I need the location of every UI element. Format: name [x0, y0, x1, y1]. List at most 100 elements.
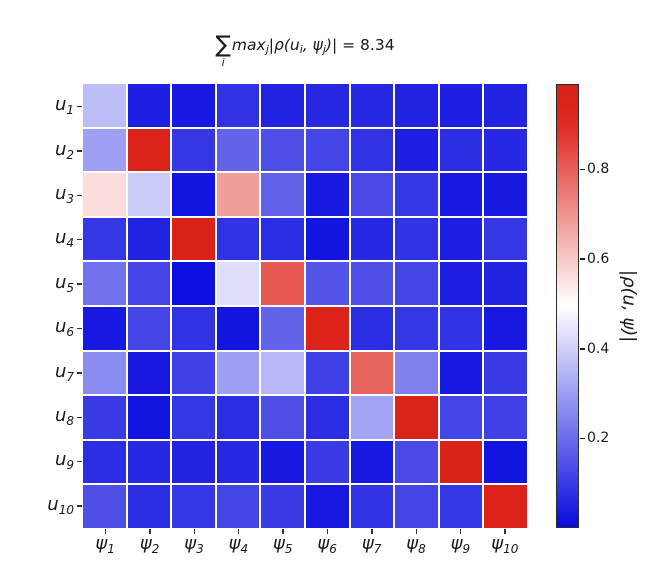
heatmap-cell [127, 396, 171, 439]
row-label: u2 [54, 138, 74, 162]
col-label: ψ2 [139, 533, 160, 557]
heatmap-cell [216, 173, 260, 216]
heatmap-cell [484, 485, 527, 528]
heatmap-cell [395, 217, 438, 261]
heatmap-cell [484, 351, 527, 395]
x-axis-tick [104, 529, 107, 534]
heatmap-cell [350, 351, 394, 395]
heatmap-cell [261, 485, 304, 528]
sigma-symbol: ∑ [215, 32, 231, 58]
title-max: max [231, 35, 266, 54]
heatmap-cell [216, 128, 260, 172]
row-label: u8 [54, 405, 74, 429]
heatmap-cell [305, 351, 349, 395]
heatmap [83, 84, 527, 528]
heatmap-cell [395, 485, 438, 528]
colorbar-tick-label: 0.8 [587, 161, 610, 178]
row-label: u7 [54, 360, 74, 384]
heatmap-cell [261, 173, 304, 216]
x-axis-tick [415, 529, 417, 534]
heatmap-cell [395, 306, 438, 350]
heatmap-cell [350, 262, 394, 305]
heatmap-cell [305, 84, 349, 127]
heatmap-cell [305, 217, 349, 261]
heatmap-cell [83, 128, 126, 172]
row-label: u10 [47, 493, 74, 517]
col-label: ψ7 [361, 533, 382, 557]
heatmap-cell [484, 396, 527, 439]
heatmap-cell [216, 262, 260, 305]
y-axis-tick [77, 283, 82, 285]
heatmap-cell [172, 351, 215, 395]
x-axis-tick [459, 529, 462, 534]
heatmap-cell [261, 396, 304, 439]
heatmap-cell [216, 485, 260, 528]
colorbar-tick-label: 0.2 [587, 430, 610, 447]
colorbar [556, 84, 579, 528]
heatmap-cell [172, 396, 215, 439]
heatmap-cell [127, 84, 171, 127]
heatmap-cell [484, 440, 527, 484]
title-u-subscript: i [299, 42, 303, 56]
y-axis-tick [77, 372, 82, 374]
heatmap-cell [172, 306, 215, 350]
x-axis-tick [282, 529, 284, 534]
row-label: u6 [54, 316, 74, 340]
heatmap-cell [305, 306, 349, 350]
heatmap-cell [395, 84, 438, 127]
heatmap-cell [350, 306, 394, 350]
heatmap-cell [484, 173, 527, 216]
heatmap-cell [261, 262, 304, 305]
heatmap-cell [83, 217, 126, 261]
heatmap-cell [172, 84, 215, 127]
title-close: )| [325, 35, 338, 54]
heatmap-cell [439, 84, 483, 127]
heatmap-cell [305, 485, 349, 528]
y-axis-tick [77, 238, 82, 241]
heatmap-cell [484, 306, 527, 350]
heatmap-cell [127, 128, 171, 172]
heatmap-cell [350, 440, 394, 484]
x-axis-tick [371, 529, 373, 534]
title-formula: maxj|ρ(ui, ψj)| = 8.34 [232, 36, 395, 59]
heatmap-cell [395, 173, 438, 216]
heatmap-cell [439, 351, 483, 395]
heatmap-cell [395, 396, 438, 439]
chart-title: ∑ i maxj|ρ(ui, ψj)| = 8.34 [83, 32, 527, 69]
heatmap-cell [439, 440, 483, 484]
heatmap-cell [83, 306, 126, 350]
heatmap-cell [216, 217, 260, 261]
heatmap-cell [350, 128, 394, 172]
heatmap-cell [439, 306, 483, 350]
heatmap-cell [127, 173, 171, 216]
y-axis-tick [77, 327, 82, 330]
heatmap-cell [172, 217, 215, 261]
heatmap-cell [305, 262, 349, 305]
x-axis-tick [504, 529, 506, 534]
heatmap-cell [439, 262, 483, 305]
heatmap-cell [350, 396, 394, 439]
heatmap-cell [216, 84, 260, 127]
heatmap-cell [484, 262, 527, 305]
heatmap-cell [83, 440, 126, 484]
colorbar-tick [580, 348, 585, 350]
heatmap-cell [172, 262, 215, 305]
row-label: u1 [54, 94, 74, 118]
heatmap-cell [172, 128, 215, 172]
colorbar-tick [580, 168, 585, 171]
y-axis-tick [77, 194, 82, 196]
heatmap-cell [172, 173, 215, 216]
title-psi: , ψ [302, 35, 323, 54]
heatmap-cell [305, 128, 349, 172]
sum-symbol-block: ∑ i [215, 32, 231, 69]
heatmap-cell [439, 396, 483, 439]
heatmap-cell [127, 262, 171, 305]
heatmap-cell [127, 351, 171, 395]
y-axis-tick [77, 150, 82, 152]
heatmap-cell [83, 396, 126, 439]
col-label: ψ10 [491, 533, 519, 557]
col-label: ψ4 [228, 533, 249, 557]
heatmap-cell [484, 128, 527, 172]
heatmap-cell [127, 485, 171, 528]
heatmap-cell [261, 351, 304, 395]
